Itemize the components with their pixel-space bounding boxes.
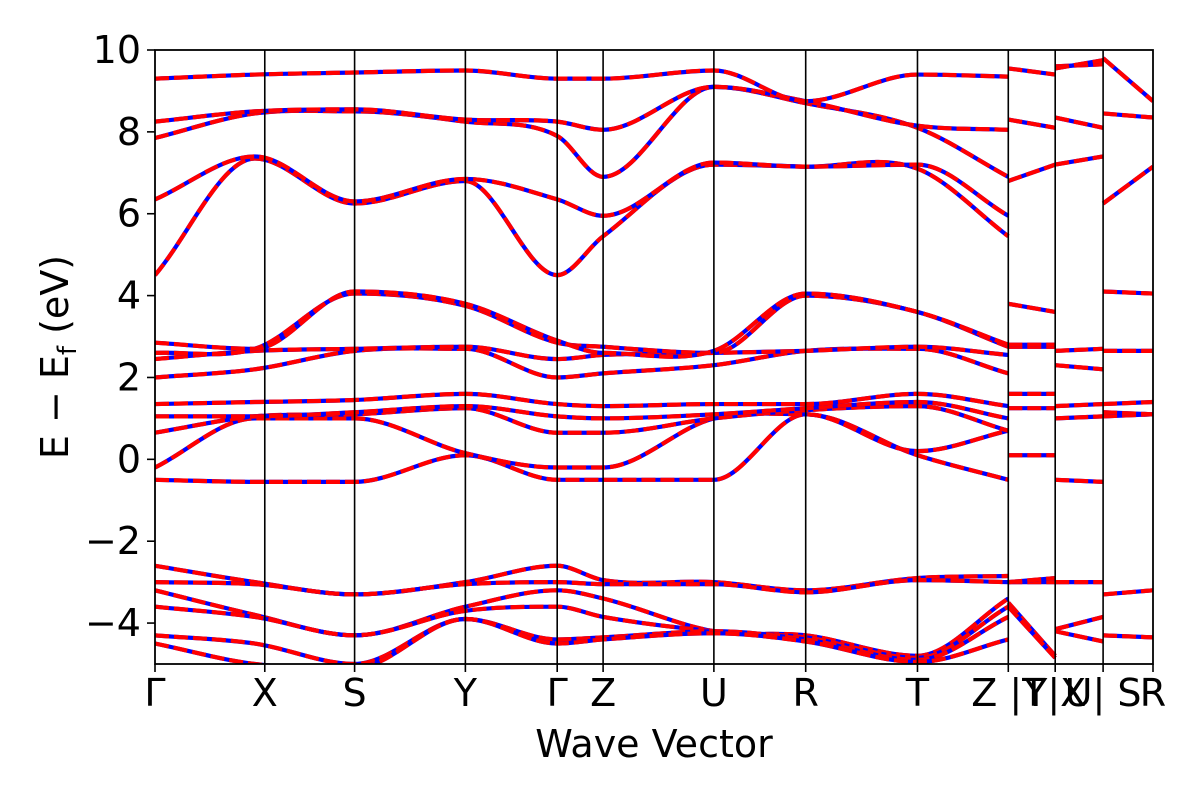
band-line-red-0-6 xyxy=(155,344,1009,362)
x-tick-label-8: T xyxy=(905,671,930,715)
band-line-red-2-1 xyxy=(1055,414,1104,421)
band-line-red-0-12 xyxy=(155,84,1009,132)
band-line-red-2-10 xyxy=(1054,614,1104,632)
band-line-red-3-4 xyxy=(1103,289,1153,296)
x-tick-label-0: Γ xyxy=(144,671,165,715)
x-tick-label-12: R xyxy=(1140,671,1166,715)
x-tick-label-11: U| S xyxy=(1065,671,1142,716)
band-line-red-0-19 xyxy=(155,616,1009,664)
y-axis-label-unit: (eV) xyxy=(33,255,77,346)
band-line-red-2-2 xyxy=(1055,401,1104,409)
band-line-red-2-0 xyxy=(1055,477,1104,484)
x-tick-label-2: S xyxy=(343,671,367,715)
band-line-red-1-6 xyxy=(1007,162,1056,183)
x-tick-label-4: Γ xyxy=(547,671,568,715)
band-line-red-3-1 xyxy=(1103,410,1153,417)
y-axis-label: E − Ef (eV) xyxy=(33,255,83,459)
band-line-red-2-11 xyxy=(1054,629,1104,644)
band-line-red-3-2 xyxy=(1103,399,1153,407)
x-tick-label-5: Z xyxy=(590,671,616,715)
y-tick-label-6: 8 xyxy=(117,110,141,154)
band-line-red-1-7 xyxy=(1007,117,1056,130)
band-line-red-0-3 xyxy=(155,399,1009,421)
band-line-red-2-3 xyxy=(1055,363,1104,372)
band-line-red-1-12 xyxy=(1006,605,1057,660)
band-line-red-1-8 xyxy=(1008,66,1056,77)
x-tick-label-9: Z |T xyxy=(971,671,1046,716)
band-line-red-0-8 xyxy=(155,289,1010,359)
y-axis-label-main: E − E xyxy=(33,355,77,459)
band-line-red-1-10 xyxy=(1008,575,1056,585)
x-tick-label-6: U xyxy=(700,671,728,715)
band-line-red-0-1 xyxy=(155,411,1009,470)
band-line-red-3-6 xyxy=(1102,111,1153,120)
x-tick-label-10: Y|X xyxy=(1023,671,1086,716)
band-line-red-3-9 xyxy=(1103,633,1153,640)
x-tick-label-3: Y xyxy=(453,671,478,715)
band-line-blue-0-5 xyxy=(155,346,1009,380)
band-line-red-3-7 xyxy=(1101,56,1153,103)
band-line-blue-0-13 xyxy=(155,68,1009,104)
y-axis-label-subscript: f xyxy=(53,345,83,355)
y-tick-label-5: 6 xyxy=(117,192,141,236)
x-tick-label-1: X xyxy=(252,671,278,715)
x-axis-label: Wave Vector xyxy=(535,722,773,766)
y-tick-label-3: 2 xyxy=(117,355,141,399)
band-line-red-3-8 xyxy=(1102,588,1153,597)
band-line-red-0-13 xyxy=(155,68,1009,104)
band-line-red-0-0 xyxy=(155,412,1009,484)
y-tick-label-4: 4 xyxy=(117,274,141,318)
x-tick-label-7: R xyxy=(792,671,818,715)
band-line-red-0-14 xyxy=(155,563,1009,597)
band-line-blue-0-12 xyxy=(155,84,1009,132)
band-line-red-0-15 xyxy=(155,577,1009,597)
band-line-red-0-10 xyxy=(155,154,1010,218)
y-tick-label-7: 10 xyxy=(93,28,141,72)
band-line-blue-0-9 xyxy=(155,156,1010,278)
band-line-red-0-4 xyxy=(155,391,1009,409)
band-line-blue-0-0 xyxy=(155,412,1009,484)
y-tick-label-2: 0 xyxy=(117,437,141,481)
band-line-red-2-4 xyxy=(1055,346,1104,353)
band-line-red-3-5 xyxy=(1101,164,1153,206)
band-line-red-2-6 xyxy=(1054,115,1104,130)
band-line-red-1-5 xyxy=(1007,301,1056,315)
band-line-blue-0-14 xyxy=(155,563,1009,597)
band-line-red-0-17 xyxy=(155,604,1010,660)
y-tick-label-0: −4 xyxy=(85,601,141,645)
plot-frame xyxy=(154,49,1154,665)
band-line-red-2-8 xyxy=(1054,58,1104,71)
band-line-red-2-5 xyxy=(1054,154,1104,167)
y-tick-label-1: −2 xyxy=(85,519,141,563)
